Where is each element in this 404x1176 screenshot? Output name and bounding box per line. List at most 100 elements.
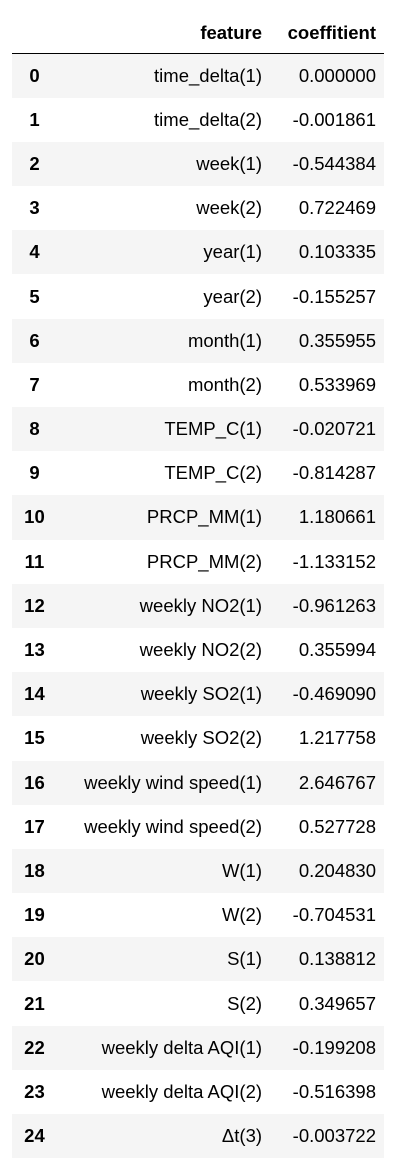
table-row: 23 weekly delta AQI(2) -0.516398: [12, 1069, 384, 1114]
table-row: 19 W(2) -0.704531: [12, 893, 384, 938]
coefficient-cell: -1.133152: [292, 550, 376, 572]
row-index: 12: [24, 594, 45, 616]
coefficient-cell: -0.020721: [292, 418, 376, 440]
feature-cell: weekly NO2(2): [139, 639, 263, 661]
row-index: 8: [29, 418, 40, 440]
row-index: 2: [29, 152, 40, 174]
row-index: 10: [24, 506, 45, 528]
row-index: 11: [24, 550, 45, 572]
feature-cell: S(2): [227, 992, 263, 1014]
table-row: 2 week(1) -0.544384: [12, 141, 384, 187]
table-row: 24 Δt(3) -0.003722: [12, 1114, 384, 1159]
row-index: 19: [24, 904, 45, 926]
row-index: 23: [24, 1080, 45, 1102]
row-index: 18: [24, 859, 45, 881]
table-row: 11 PRCP_MM(2) -1.133152: [12, 539, 384, 584]
coefficient-cell: 1.217758: [298, 727, 376, 749]
coefficient-cell: 0.349657: [298, 992, 376, 1014]
feature-cell: W(1): [221, 859, 263, 881]
coefficient-cell: -0.001861: [292, 108, 376, 130]
coefficient-cell: 0.355955: [298, 329, 376, 351]
coefficient-cell: -0.199208: [292, 1036, 376, 1058]
feature-cell: week(2): [196, 197, 263, 219]
feature-cell: year(2): [203, 285, 263, 307]
row-index: 21: [24, 992, 45, 1014]
feature-cell: weekly SO2(1): [140, 683, 263, 705]
feature-cell: PRCP_MM(1): [146, 506, 263, 528]
table-header: feature coeffitient: [12, 13, 384, 54]
feature-cell: time_delta(2): [154, 108, 263, 130]
table-row: 18 W(1) 0.204830: [12, 848, 384, 894]
coefficient-table: feature coeffitient 0 time_delta(1) 0.0000…: [12, 13, 384, 1159]
header-feature: feature: [60, 13, 271, 54]
table-row: 5 year(2) -0.155257: [12, 274, 384, 319]
table-row: 20 S(1) 0.138812: [12, 937, 384, 982]
table-row: 0 time_delta(1) 0.000000: [12, 53, 384, 98]
feature-cell: month(1): [187, 329, 263, 351]
row-index: 5: [29, 285, 40, 307]
coefficient-cell: -0.516398: [292, 1080, 376, 1102]
feature-cell: weekly delta AQI(1): [101, 1036, 263, 1058]
table-row: 16 weekly wind speed(1) 2.646767: [12, 760, 384, 805]
row-index: 1: [29, 108, 40, 130]
feature-cell: S(1): [227, 948, 263, 970]
table-row: 6 month(1) 0.355955: [12, 318, 384, 363]
row-index: 24: [24, 1125, 45, 1147]
header-row: feature coeffitient: [12, 13, 384, 54]
coefficient-cell: -0.814287: [292, 462, 376, 484]
feature-cell: week(1): [196, 152, 263, 174]
row-index: 20: [24, 948, 45, 970]
coefficient-cell: 0.527728: [298, 815, 376, 837]
feature-cell: weekly delta AQI(2): [101, 1080, 263, 1102]
coefficient-cell: 2.646767: [298, 771, 376, 793]
feature-cell: month(2): [187, 373, 263, 395]
table-body: 0 time_delta(1) 0.000000 1 time_delta(2) -0.0…: [12, 53, 384, 1159]
row-index: 6: [29, 329, 40, 351]
table-row: 10 PRCP_MM(1) 1.180661: [12, 495, 384, 540]
row-index: 15: [24, 727, 45, 749]
feature-cell: weekly wind speed(1): [84, 771, 263, 793]
coefficient-cell: 0.000000: [298, 64, 376, 86]
table-row: 9 TEMP_C(2) -0.814287: [12, 451, 384, 496]
row-index: 16: [24, 771, 45, 793]
feature-cell: TEMP_C(1): [164, 418, 263, 440]
coefficient-cell: -0.469090: [292, 683, 376, 705]
coefficient-cell: -0.155257: [292, 285, 376, 307]
feature-cell: W(2): [221, 904, 263, 926]
coefficient-cell: 0.103335: [298, 241, 376, 263]
table-row: 12 weekly NO2(1) -0.961263: [12, 583, 384, 628]
row-index: 14: [24, 683, 45, 705]
table-row: 1 time_delta(2) -0.001861: [12, 97, 384, 142]
row-index: 3: [29, 197, 40, 219]
table-row: 15 weekly SO2(2) 1.217758: [12, 716, 384, 761]
feature-cell: time_delta(1): [154, 64, 263, 86]
row-index: 4: [29, 241, 40, 263]
table-row: 3 week(2) 0.722469: [12, 186, 384, 231]
coefficient-cell: 0.533969: [298, 373, 376, 395]
row-index: 9: [29, 462, 40, 484]
feature-cell: weekly SO2(2): [140, 727, 263, 749]
table-row: 8 TEMP_C(1) -0.020721: [12, 407, 384, 452]
coefficient-cell: -0.544384: [292, 152, 376, 174]
table-row: 17 weekly wind speed(2) 0.527728: [12, 804, 384, 849]
table-row: 4 year(1) 0.103335: [12, 230, 384, 275]
coefficient-cell: 0.204830: [298, 859, 376, 881]
feature-cell: TEMP_C(2): [164, 462, 263, 484]
row-index: 22: [24, 1036, 45, 1058]
coefficient-cell: -0.961263: [292, 594, 376, 616]
feature-cell: weekly NO2(1): [139, 594, 263, 616]
table-row: 21 S(2) 0.349657: [12, 981, 384, 1026]
row-index: 13: [24, 639, 45, 661]
table-row: 7 month(2) 0.533969: [12, 362, 384, 407]
table-row: 14 weekly SO2(1) -0.469090: [12, 672, 384, 717]
feature-cell: year(1): [203, 241, 263, 263]
coefficient-cell: 1.180661: [298, 506, 376, 528]
table-row: 22 weekly delta AQI(1) -0.199208: [12, 1025, 384, 1070]
coefficient-cell: -0.003722: [292, 1125, 376, 1147]
header-index: [12, 13, 61, 54]
table-row: 13 weekly NO2(2) 0.355994: [12, 627, 384, 673]
coefficient-cell: -0.704531: [292, 904, 376, 926]
feature-cell: weekly wind speed(2): [84, 815, 263, 837]
row-index: 7: [29, 373, 40, 395]
coefficient-cell: 0.138812: [298, 948, 376, 970]
